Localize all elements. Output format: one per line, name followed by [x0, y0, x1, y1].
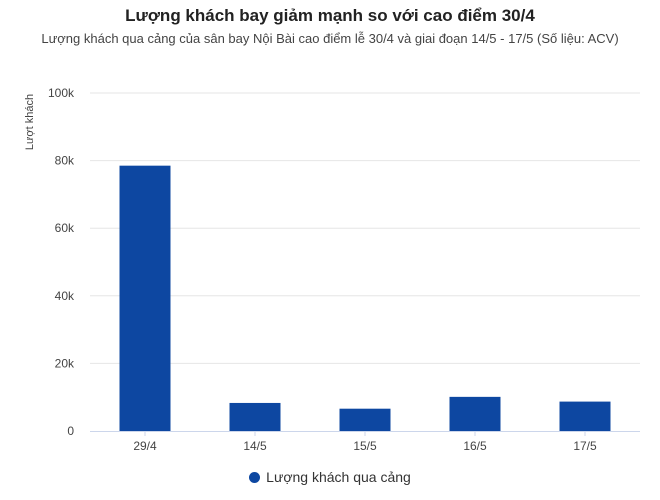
- x-tick-label: 16/5: [463, 439, 487, 453]
- bar: [449, 396, 501, 431]
- bar: [229, 402, 281, 431]
- legend-label: Lượng khách qua cảng: [266, 469, 411, 485]
- y-tick-label: 80k: [55, 154, 75, 168]
- y-axis-title: Lượt khách: [24, 94, 36, 150]
- chart-subtitle: Lượng khách qua cảng của sân bay Nội Bài…: [41, 31, 619, 46]
- x-tick-label: 15/5: [353, 439, 377, 453]
- chart-title: Lượng khách bay giảm mạnh so với cao điể…: [125, 6, 535, 25]
- legend[interactable]: Lượng khách qua cảng: [0, 469, 660, 485]
- legend-swatch-icon: [249, 471, 261, 483]
- x-tick-label: 29/4: [133, 439, 157, 453]
- y-tick-label: 40k: [55, 289, 75, 303]
- y-tick-label: 0: [67, 424, 74, 438]
- bar: [559, 401, 611, 431]
- bar: [339, 408, 391, 431]
- y-tick-label: 20k: [55, 356, 75, 370]
- y-tick-label: 60k: [55, 221, 75, 235]
- y-tick-label: 100k: [48, 86, 75, 100]
- bar: [119, 165, 171, 432]
- x-tick-label: 14/5: [243, 439, 267, 453]
- x-tick-label: 17/5: [573, 439, 597, 453]
